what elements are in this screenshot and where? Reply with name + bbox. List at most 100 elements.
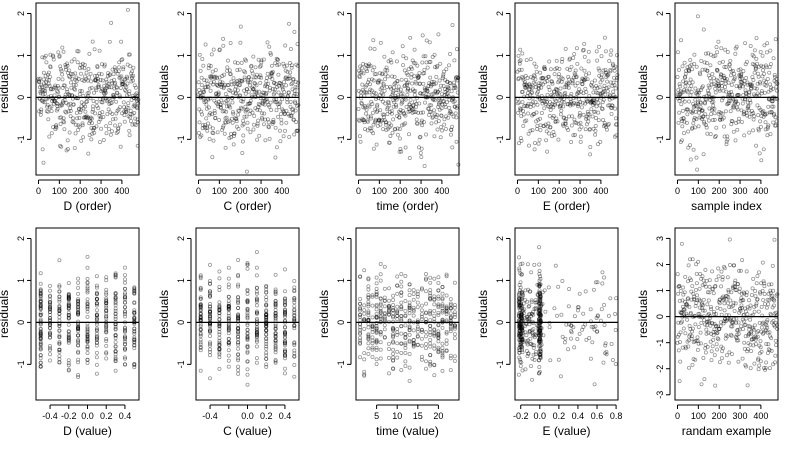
- data-point: [115, 71, 120, 76]
- data-point: [527, 82, 532, 87]
- data-point: [395, 132, 400, 137]
- data-point: [759, 91, 764, 96]
- data-point: [206, 121, 211, 126]
- data-point: [85, 78, 90, 83]
- data-point: [758, 119, 763, 124]
- data-point: [611, 80, 616, 85]
- data-point: [66, 303, 71, 308]
- data-point: [280, 107, 285, 112]
- data-point: [292, 88, 297, 93]
- data-point: [428, 288, 433, 293]
- data-point: [226, 316, 231, 321]
- data-point: [60, 72, 65, 77]
- data-point: [432, 52, 437, 57]
- data-point: [49, 131, 54, 136]
- data-point: [603, 49, 608, 54]
- data-point: [268, 52, 273, 57]
- data-point: [257, 133, 262, 138]
- data-point: [231, 90, 236, 95]
- data-point: [48, 313, 52, 317]
- data-point: [127, 128, 132, 133]
- data-point: [407, 311, 412, 316]
- data-point: [234, 117, 238, 122]
- data-point: [120, 81, 125, 86]
- data-point: [524, 82, 529, 87]
- data-point: [217, 47, 222, 52]
- data-point: [526, 111, 531, 116]
- data-point: [66, 368, 71, 373]
- data-point: [363, 90, 368, 95]
- data-point: [94, 297, 99, 302]
- data-point: [104, 275, 109, 280]
- data-point: [277, 81, 282, 86]
- data-point: [552, 72, 557, 77]
- data-point: [407, 132, 411, 137]
- data-point: [131, 78, 135, 83]
- data-point: [224, 109, 229, 114]
- data-point: [724, 65, 729, 70]
- data-point: [202, 100, 207, 105]
- data-point: [520, 89, 525, 94]
- data-point: [419, 110, 424, 115]
- data-point: [220, 80, 225, 85]
- data-point: [284, 63, 289, 68]
- data-point: [428, 341, 433, 346]
- data-point: [264, 290, 269, 295]
- data-point: [208, 321, 212, 326]
- data-point: [547, 59, 552, 64]
- data-point: [374, 142, 379, 147]
- y-tick-label: 2: [495, 11, 505, 16]
- data-point: [198, 312, 203, 317]
- data-point: [547, 113, 552, 118]
- data-point: [230, 96, 235, 101]
- data-point: [590, 98, 595, 103]
- data-point: [94, 296, 99, 301]
- data-point: [38, 288, 43, 293]
- data-point: [76, 340, 81, 345]
- data-point: [124, 85, 129, 90]
- data-point: [99, 72, 104, 77]
- data-point: [132, 311, 137, 316]
- data-point: [606, 123, 610, 128]
- data-point: [282, 112, 287, 117]
- data-point: [45, 77, 50, 82]
- x-tick-label: 100: [531, 186, 546, 196]
- data-point: [728, 98, 733, 103]
- data-point: [272, 97, 277, 102]
- data-point: [205, 125, 210, 130]
- data-point: [523, 330, 528, 335]
- data-point: [57, 115, 62, 120]
- data-point: [742, 133, 747, 138]
- data-point: [102, 91, 106, 96]
- data-point: [113, 326, 118, 331]
- data-point: [447, 80, 452, 85]
- data-point: [238, 24, 243, 29]
- data-point: [133, 116, 138, 121]
- data-point: [690, 110, 695, 115]
- data-point: [104, 301, 109, 306]
- data-point: [443, 90, 448, 95]
- data-point: [569, 64, 574, 69]
- data-point: [217, 355, 222, 360]
- data-point: [38, 336, 43, 341]
- data-point: [282, 90, 287, 95]
- data-point: [106, 81, 111, 86]
- data-point: [565, 66, 570, 71]
- data-point: [572, 120, 577, 125]
- data-point: [769, 85, 774, 90]
- y-tick-label: 2: [16, 11, 26, 16]
- data-point: [360, 82, 365, 87]
- data-point: [435, 89, 440, 94]
- data-point: [132, 319, 137, 324]
- data-point: [712, 76, 716, 81]
- data-point: [208, 111, 213, 116]
- plot-frame: [514, 2, 619, 176]
- data-point: [384, 122, 388, 127]
- data-point: [521, 124, 526, 128]
- data-point: [66, 333, 71, 338]
- data-point: [207, 112, 212, 117]
- data-point: [208, 309, 212, 314]
- data-point: [698, 72, 703, 77]
- data-point: [76, 327, 81, 332]
